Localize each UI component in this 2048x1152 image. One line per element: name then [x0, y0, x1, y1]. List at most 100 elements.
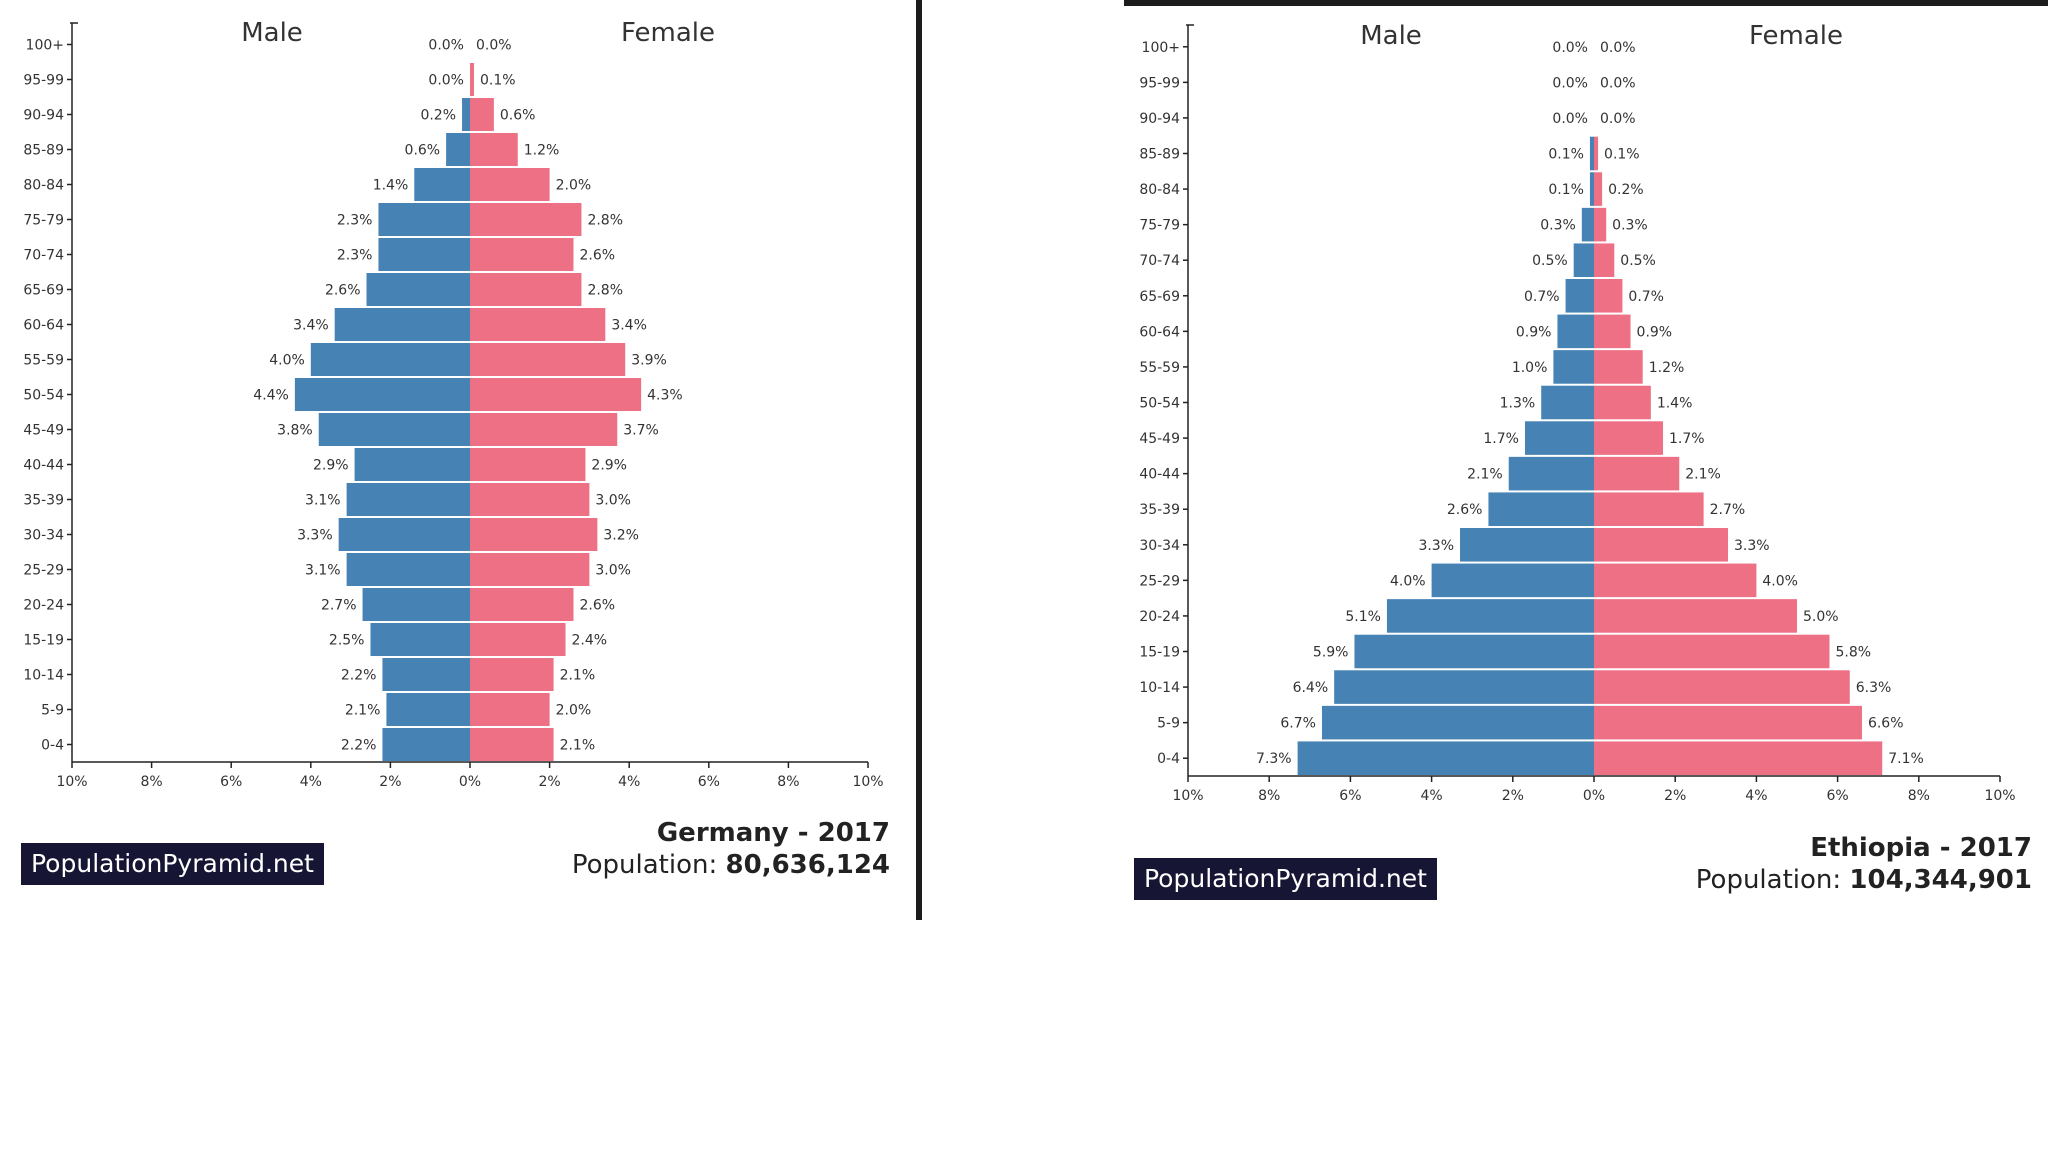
male-value-label: 1.7%: [1483, 431, 1519, 447]
age-group-label: 100+: [1142, 40, 1180, 56]
male-bar-60-64: [334, 308, 470, 341]
male-value-label: 0.1%: [1548, 182, 1584, 198]
male-bar-5-9: [1321, 705, 1594, 740]
female-value-label: 2.9%: [591, 458, 627, 474]
male-value-label: 0.1%: [1548, 147, 1584, 163]
age-group-label: 80-84: [1139, 182, 1180, 198]
female-value-label: 0.7%: [1628, 289, 1664, 305]
female-value-label: 0.1%: [1604, 147, 1640, 163]
female-bar-0-4: [470, 728, 554, 761]
brand-badge[interactable]: PopulationPyramid.net: [21, 843, 324, 885]
female-value-label: 2.6%: [579, 598, 615, 614]
female-bar-5-9: [1594, 705, 1862, 740]
male-bar-20-24: [362, 588, 470, 621]
ethiopia-pyramid-panel: Male Female 0.0% 0.0% 100+ 0.0% 0.0% 95-99 0.0% 0…: [1124, 0, 2048, 920]
age-group-label: 25-29: [23, 563, 64, 579]
female-bar-65-69: [1594, 279, 1623, 313]
female-value-label: 1.7%: [1669, 431, 1705, 447]
male-value-label: 0.3%: [1540, 218, 1576, 234]
female-bar-60-64: [1594, 314, 1631, 349]
x-tick-label: 10%: [852, 774, 883, 790]
male-bar-80-84: [1589, 172, 1594, 206]
male-bar-20-24: [1386, 599, 1594, 633]
male-value-label: 0.0%: [1552, 40, 1588, 56]
age-group-label: 95-99: [23, 73, 64, 89]
female-value-label: 3.0%: [595, 493, 631, 509]
female-bar-25-29: [470, 553, 590, 586]
age-group-label: 15-19: [23, 633, 64, 649]
age-group-label: 90-94: [23, 108, 64, 124]
female-value-label: 2.8%: [587, 213, 623, 229]
female-bar-40-44: [1594, 456, 1680, 491]
female-bar-5-9: [470, 693, 550, 726]
male-bar-15-19: [370, 623, 470, 656]
female-bar-70-74: [1594, 243, 1615, 277]
germany-pyramid-panel: Male Female 0.0% 0.0% 100+ 0.0% 0.1% 95-99 0.2% 0…: [0, 0, 922, 920]
male-bar-30-34: [338, 518, 470, 551]
age-group-label: 75-79: [1139, 218, 1180, 234]
age-group-label: 60-64: [23, 318, 64, 334]
age-group-label: 50-54: [23, 388, 64, 404]
x-tick-label: 4%: [1420, 788, 1442, 804]
female-bar-25-29: [1594, 563, 1757, 598]
female-value-label: 2.1%: [560, 738, 596, 754]
female-value-label: 2.0%: [556, 703, 592, 719]
male-bar-35-39: [346, 483, 470, 516]
x-tick-label: 4%: [618, 774, 640, 790]
female-value-label: 2.1%: [1685, 467, 1721, 483]
ethiopia-pyramid-chart: Male Female 0.0% 0.0% 100+ 0.0% 0.0% 95-99 0.0% 0…: [1139, 21, 2015, 804]
population-line: Population: 80,636,124: [572, 849, 890, 881]
female-header: Female: [1749, 21, 1843, 51]
x-tick-label: 8%: [1908, 788, 1930, 804]
male-value-label: 3.3%: [1418, 538, 1454, 554]
female-value-label: 6.6%: [1868, 716, 1904, 732]
male-value-label: 0.2%: [420, 108, 456, 124]
female-bar-20-24: [1594, 599, 1797, 633]
male-value-label: 3.1%: [305, 563, 341, 579]
male-value-label: 1.0%: [1512, 360, 1548, 376]
female-bar-40-44: [470, 448, 586, 481]
x-tick-label: 10%: [1984, 788, 2015, 804]
male-bar-30-34: [1460, 528, 1594, 562]
male-bar-85-89: [1589, 136, 1594, 171]
female-value-label: 0.0%: [476, 38, 512, 54]
population-label: Population:: [571, 850, 718, 880]
female-value-label: 0.1%: [480, 73, 516, 89]
male-header: Male: [241, 18, 303, 48]
female-bar-65-69: [470, 273, 582, 306]
age-group-label: 55-59: [23, 353, 64, 369]
male-bar-75-79: [378, 203, 470, 236]
age-group-label: 70-74: [1139, 253, 1180, 269]
female-bar-15-19: [470, 623, 566, 656]
female-value-label: 3.0%: [595, 563, 631, 579]
female-bar-80-84: [1594, 172, 1603, 206]
male-bar-65-69: [1565, 279, 1594, 313]
x-tick-label: 2%: [1502, 788, 1524, 804]
female-bar-95-99: [470, 63, 474, 96]
population-line: Population: 104,344,901: [1696, 864, 2032, 896]
female-value-label: 3.7%: [623, 423, 659, 439]
age-group-label: 65-69: [23, 283, 64, 299]
male-value-label: 0.0%: [428, 38, 464, 54]
male-value-label: 2.3%: [337, 213, 373, 229]
age-group-label: 10-14: [1139, 680, 1180, 696]
male-value-label: 0.6%: [405, 143, 441, 159]
female-value-label: 0.0%: [1600, 75, 1636, 91]
male-bar-45-49: [318, 413, 470, 446]
female-value-label: 0.0%: [1600, 111, 1636, 127]
female-bar-70-74: [470, 238, 574, 271]
x-tick-label: 2%: [538, 774, 560, 790]
male-bar-75-79: [1581, 207, 1594, 242]
female-value-label: 3.3%: [1734, 538, 1770, 554]
male-value-label: 0.0%: [1552, 111, 1588, 127]
x-tick-label: 6%: [1339, 788, 1361, 804]
x-tick-label: 6%: [1826, 788, 1848, 804]
female-value-label: 2.0%: [556, 178, 592, 194]
male-value-label: 2.2%: [341, 738, 377, 754]
brand-badge[interactable]: PopulationPyramid.net: [1134, 858, 1437, 900]
male-bar-55-59: [1553, 350, 1594, 384]
age-group-label: 60-64: [1139, 324, 1180, 340]
male-value-label: 0.0%: [1552, 75, 1588, 91]
male-bar-5-9: [386, 693, 470, 726]
male-value-label: 2.6%: [1447, 502, 1483, 518]
